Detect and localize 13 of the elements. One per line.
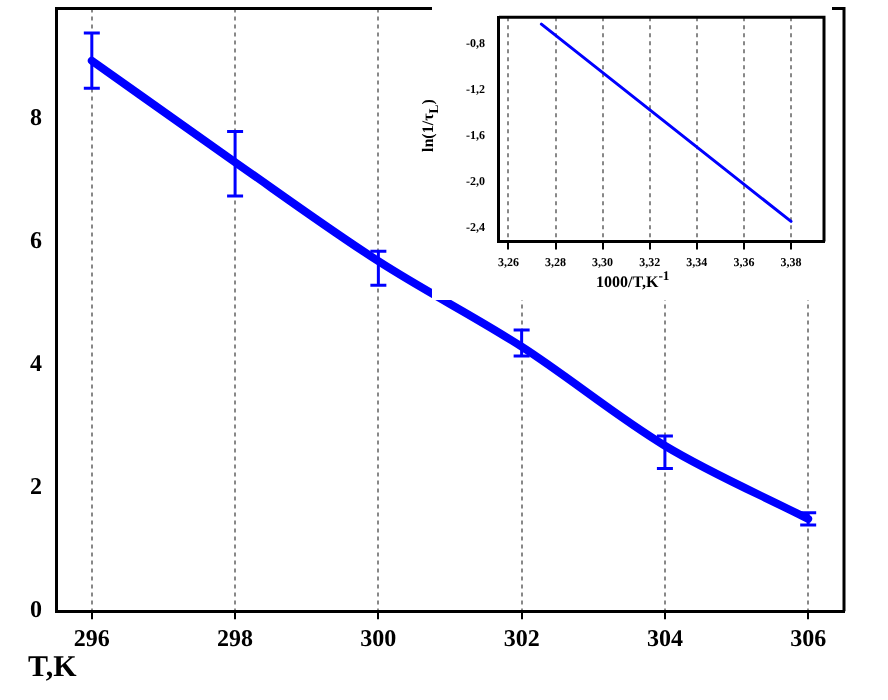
x-tick-label: 302 <box>503 623 540 652</box>
x-tick-label: 306 <box>790 623 827 652</box>
y-tick-label: 0 <box>30 595 42 624</box>
y-tick-label: 4 <box>30 349 42 378</box>
y-tick-label: 2 <box>30 472 42 501</box>
x-axis-title: T,K <box>28 652 77 686</box>
x-tick-label: 298 <box>217 623 254 652</box>
x-axis-title: 1000/T,K$^{-1}$ <box>596 270 670 292</box>
y-tick-label: 8 <box>30 103 42 132</box>
x-tick-label: 296 <box>73 623 110 652</box>
y-tick-label: 6 <box>30 226 42 255</box>
x-tick-label: 300 <box>360 623 397 652</box>
x-tick-label: 304 <box>646 623 683 652</box>
